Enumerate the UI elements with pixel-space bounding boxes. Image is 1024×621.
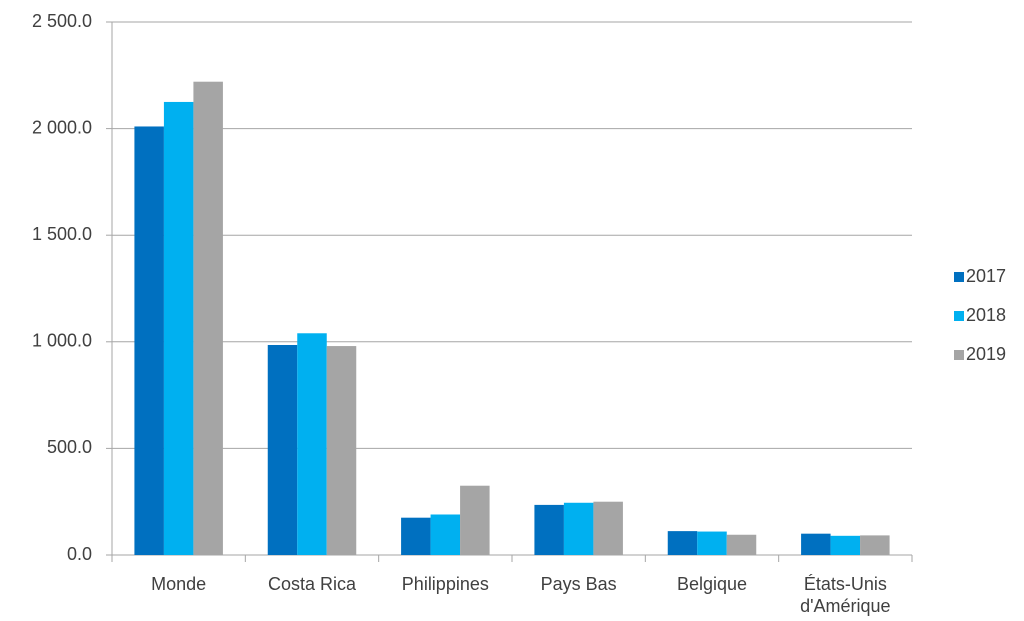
bar: [667, 531, 698, 555]
y-tick-label: 2 000.0: [32, 117, 92, 137]
legend-swatch: [954, 311, 964, 321]
legend-label: 2017: [966, 266, 1006, 286]
legend-swatch: [954, 350, 964, 360]
bar: [593, 501, 623, 555]
x-tick-label: Costa Rica: [267, 574, 357, 594]
x-tick-label: Belgique: [676, 574, 748, 594]
y-tick-label: 1 000.0: [32, 331, 92, 351]
bar: [401, 517, 431, 555]
bar: [801, 533, 831, 555]
bar: [163, 101, 194, 555]
bar: [430, 514, 461, 555]
bar: [297, 333, 327, 555]
bar: [534, 504, 564, 555]
y-tick-label: 2 500.0: [32, 11, 92, 31]
y-tick-label: 1 500.0: [32, 224, 92, 244]
y-tick-label: 500.0: [47, 437, 92, 457]
bar: [134, 126, 164, 555]
bar: [326, 346, 357, 555]
bar: [830, 535, 861, 555]
bar: [460, 485, 490, 555]
y-tick-label: 0.0: [67, 544, 92, 564]
bar: [860, 535, 890, 555]
legend-label: 2019: [966, 344, 1006, 364]
bar: [267, 344, 298, 555]
x-tick-label: Philippines: [401, 574, 489, 594]
legend-swatch: [954, 272, 964, 282]
bar: [726, 534, 757, 555]
x-tick-label: Monde: [151, 574, 207, 594]
legend-label: 2018: [966, 305, 1006, 325]
x-tick-label: Pays Bas: [540, 574, 617, 594]
bar: [193, 81, 223, 556]
x-tick-label: États-Unis d'Amérique: [800, 574, 891, 616]
bar: [563, 502, 594, 555]
bar: [697, 531, 727, 555]
